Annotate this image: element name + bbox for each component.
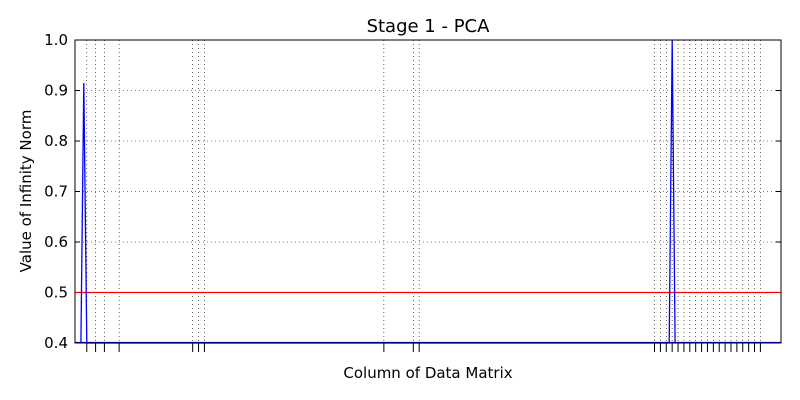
y-tick-label: 0.9 bbox=[44, 82, 68, 100]
y-tick-label: 0.7 bbox=[44, 183, 68, 201]
y-tick-label: 0.5 bbox=[44, 284, 68, 302]
y-tick-label: 0.6 bbox=[44, 233, 68, 251]
y-axis-label: Value of Infinity Norm bbox=[17, 110, 35, 273]
ticks: 0.4 0.5 0.6 0.7 0.8 0.9 1.0 bbox=[44, 31, 781, 352]
y-tick-label: 0.8 bbox=[44, 132, 68, 150]
x-axis-label: Column of Data Matrix bbox=[343, 364, 512, 382]
plot-frame bbox=[74, 39, 782, 344]
y-tick-label: 0.4 bbox=[44, 334, 68, 352]
y-tick-label: 1.0 bbox=[44, 31, 68, 49]
chart-title: Stage 1 - PCA bbox=[367, 16, 491, 37]
